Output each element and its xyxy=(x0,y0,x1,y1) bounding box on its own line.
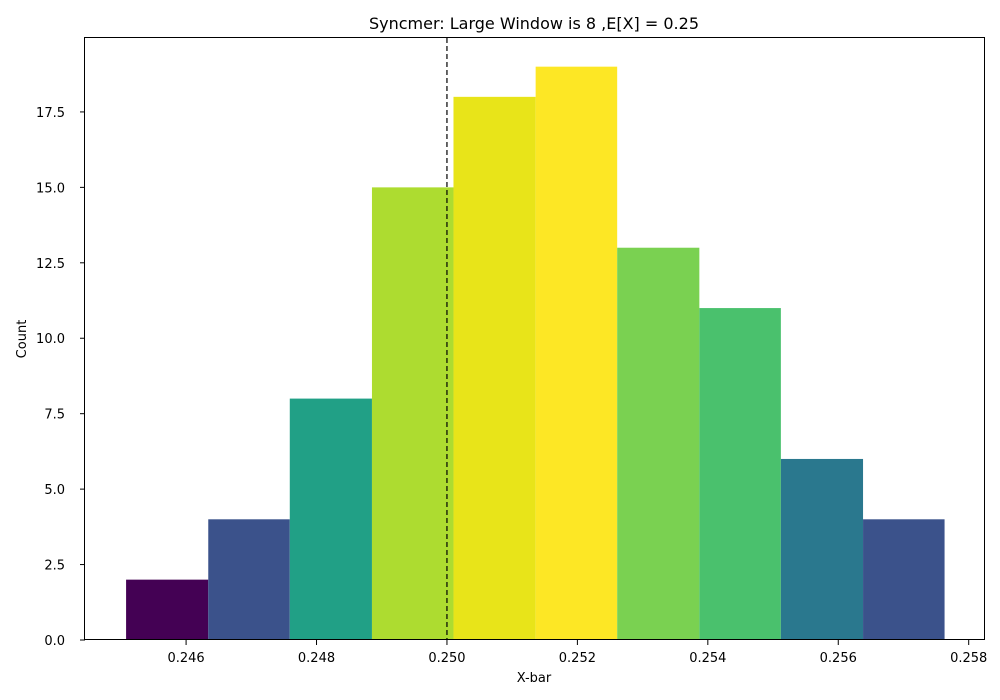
y-tick-label-5: 10.0 xyxy=(36,332,65,347)
histogram-bar-9 xyxy=(780,458,864,640)
x-tick-label-3: 0.250 xyxy=(428,651,465,666)
histogram-bar-2 xyxy=(208,519,290,640)
x-axis-ticks: 0.246 0.248 0.250 0.252 0.254 0.256 0.258 xyxy=(167,640,987,666)
y-axis-label: Count xyxy=(15,320,30,359)
x-tick-label-6: 0.256 xyxy=(820,651,857,666)
histogram-bar-10 xyxy=(863,519,945,640)
histogram-bar-3 xyxy=(289,398,372,640)
x-tick-label-4: 0.252 xyxy=(559,651,596,666)
y-tick-label-2: 2.5 xyxy=(44,559,65,574)
y-tick-label-7: 15.0 xyxy=(36,181,65,196)
y-tick-label-1: 0.0 xyxy=(44,634,65,649)
x-tick-label-5: 0.254 xyxy=(689,651,726,666)
x-tick-label-1: 0.246 xyxy=(167,651,204,666)
histogram-bar-4 xyxy=(371,187,454,641)
histogram-bar-6 xyxy=(535,66,618,640)
x-tick-label-7: 0.258 xyxy=(950,651,987,666)
y-tick-label-3: 5.0 xyxy=(44,483,65,498)
y-tick-label-6: 12.5 xyxy=(36,257,65,272)
bars-group xyxy=(126,66,945,641)
histogram-bar-7 xyxy=(617,247,700,640)
y-axis-ticks: 0.0 2.5 5.0 7.5 10.0 12.5 15.0 17.5 xyxy=(36,106,85,649)
y-tick-label-8: 17.5 xyxy=(36,106,65,121)
histogram-bar-5 xyxy=(453,96,536,640)
chart-title: Syncmer: Large Window is 8 ,E[X] = 0.25 xyxy=(369,14,699,33)
histogram-bar-8 xyxy=(699,308,781,640)
x-tick-label-2: 0.248 xyxy=(298,651,335,666)
y-tick-label-4: 7.5 xyxy=(44,408,65,423)
x-axis-label: X-bar xyxy=(517,671,552,686)
histogram-bar-1 xyxy=(126,579,209,640)
